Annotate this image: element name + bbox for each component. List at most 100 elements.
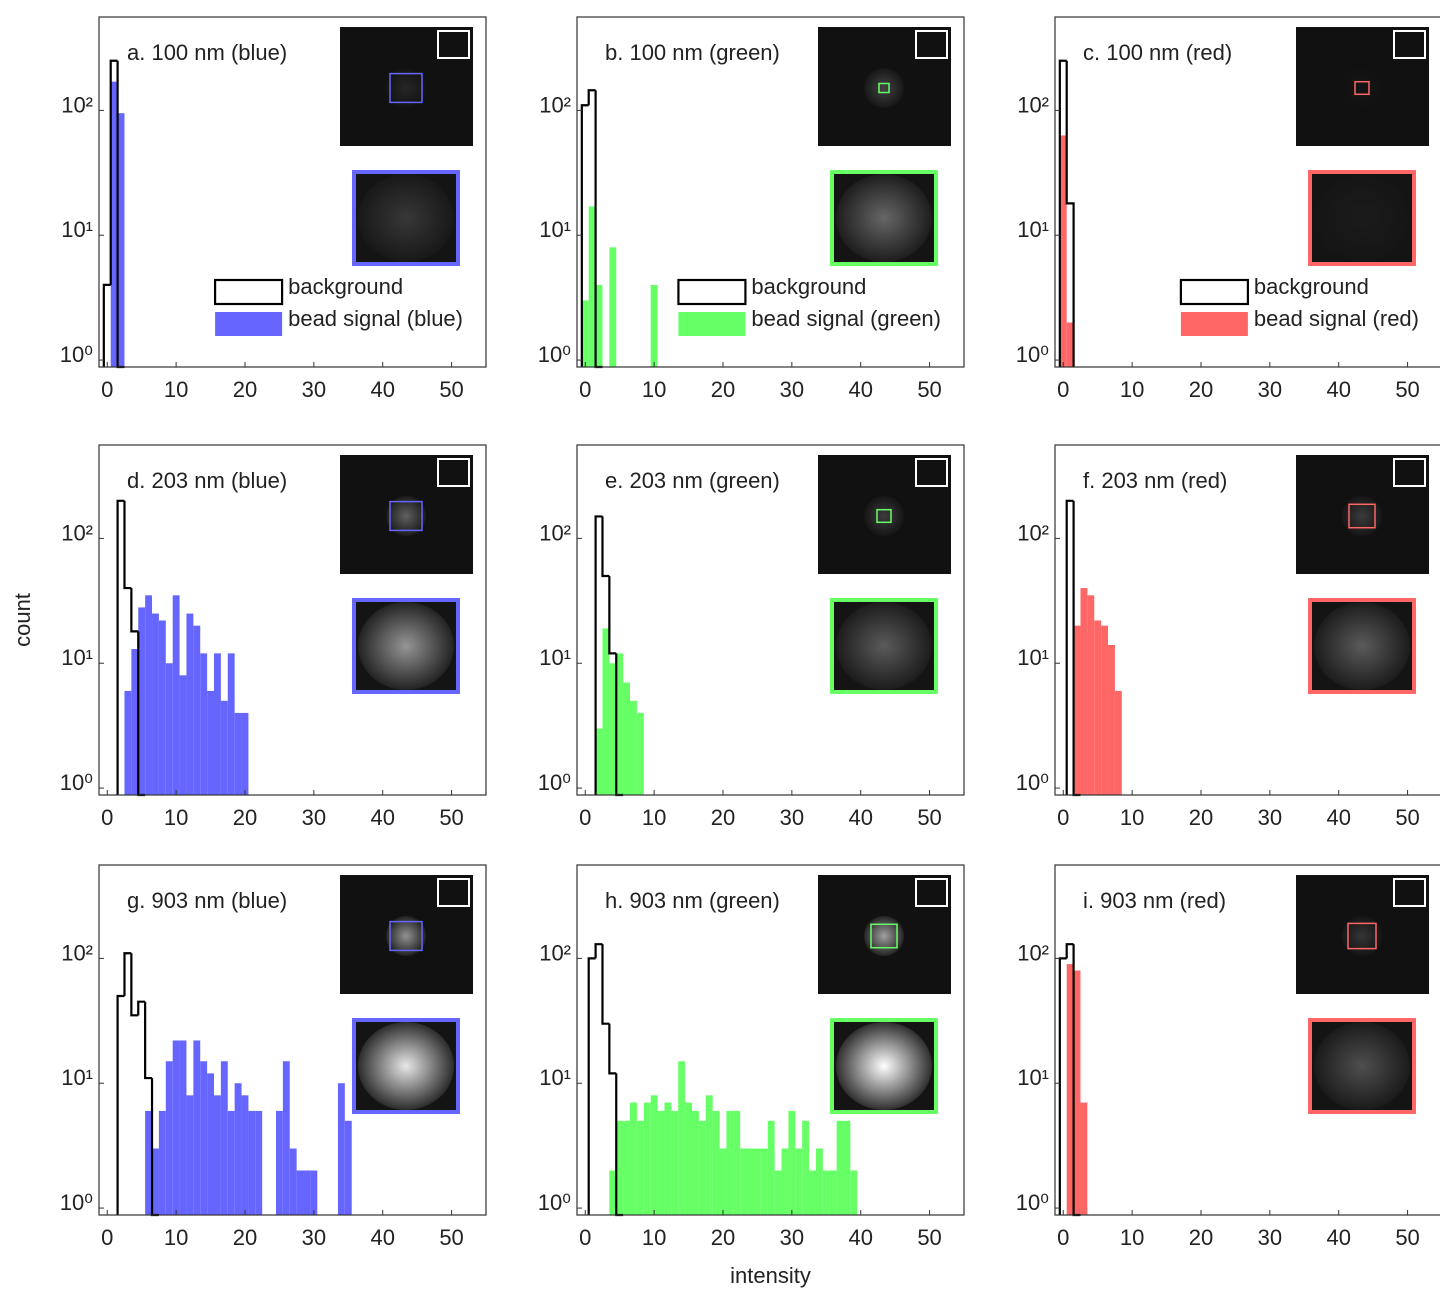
x-tick-label: 30 — [780, 1225, 804, 1250]
bar — [733, 1111, 740, 1215]
bar — [304, 1170, 311, 1215]
step-outline — [1067, 61, 1074, 367]
step-outline — [145, 1002, 152, 1078]
x-tick-label: 30 — [302, 1225, 326, 1250]
x-tick-label: 40 — [370, 805, 394, 830]
bar — [124, 691, 131, 795]
x-tick-label: 50 — [917, 377, 941, 402]
step-outline — [124, 501, 131, 588]
y-tick-label: 10² — [1017, 940, 1049, 965]
x-tick-label: 30 — [1258, 377, 1282, 402]
bar — [720, 1149, 727, 1215]
y-tick-label: 10² — [61, 940, 93, 965]
panel-title: i. 903 nm (red) — [1083, 888, 1226, 913]
bar — [1101, 626, 1108, 795]
x-tick-label: 50 — [439, 1225, 463, 1250]
x-tick-label: 40 — [848, 1225, 872, 1250]
bar — [283, 1061, 290, 1215]
x-tick-label: 50 — [1395, 1225, 1419, 1250]
bar — [1115, 691, 1122, 795]
bar — [186, 1095, 193, 1215]
x-tick-label: 0 — [579, 805, 591, 830]
x-tick-label: 10 — [642, 377, 666, 402]
bar — [180, 675, 187, 795]
bar — [850, 1170, 857, 1215]
bar — [823, 1170, 830, 1215]
x-tick-label: 20 — [1189, 377, 1213, 402]
bar — [609, 247, 616, 367]
bead-zoom — [1314, 174, 1410, 262]
y-tick-label: 10² — [1017, 520, 1049, 545]
bead-zoom — [1314, 1022, 1410, 1110]
bar — [1080, 588, 1087, 795]
step-outline — [609, 576, 616, 653]
bar — [290, 1149, 297, 1215]
y-tick-label: 10⁰ — [538, 1190, 571, 1215]
bar — [843, 1121, 850, 1215]
x-tick-label: 0 — [101, 377, 113, 402]
x-tick-label: 20 — [1189, 805, 1213, 830]
bar — [228, 653, 235, 795]
x-tick-label: 40 — [848, 805, 872, 830]
x-tick-label: 50 — [917, 805, 941, 830]
x-tick-label: 20 — [233, 377, 257, 402]
panel: 0102030405010⁰10¹10²b. 100 nm (green)bac… — [538, 17, 964, 402]
legend-label: bead signal (blue) — [288, 306, 463, 331]
y-tick-label: 10¹ — [539, 645, 571, 670]
step-outline — [118, 996, 125, 1215]
bead-glow — [864, 496, 904, 536]
panel-title: a. 100 nm (blue) — [127, 40, 287, 65]
bar — [671, 1111, 678, 1215]
y-tick-label: 10¹ — [61, 217, 93, 242]
x-tick-label: 50 — [1395, 805, 1419, 830]
bead-zoom — [836, 174, 932, 262]
x-tick-label: 10 — [642, 1225, 666, 1250]
y-tick-label: 10² — [61, 520, 93, 545]
x-tick-label: 10 — [1120, 805, 1144, 830]
x-tick-label: 10 — [164, 805, 188, 830]
y-tick-label: 10¹ — [539, 1065, 571, 1090]
bar — [1094, 620, 1101, 795]
legend-label: bead signal (red) — [1254, 306, 1419, 331]
y-tick-label: 10⁰ — [538, 770, 571, 795]
bar — [830, 1170, 837, 1215]
bar — [630, 1103, 637, 1215]
y-tick-label: 10⁰ — [60, 342, 93, 367]
bar — [242, 713, 249, 795]
x-tick-label: 30 — [302, 377, 326, 402]
step-outline — [609, 1024, 616, 1074]
x-tick-label: 20 — [233, 1225, 257, 1250]
panel: 0102030405010⁰10¹10²e. 203 nm (green) — [538, 445, 964, 830]
bar — [221, 701, 228, 795]
x-axis-label: intensity — [730, 1263, 811, 1288]
bar — [726, 1111, 733, 1215]
y-tick-label: 10⁰ — [60, 1190, 93, 1215]
bar — [207, 1073, 214, 1215]
bead-glow — [1342, 68, 1382, 108]
x-tick-label: 40 — [1326, 805, 1350, 830]
bar — [186, 614, 193, 795]
panel-title: h. 903 nm (green) — [605, 888, 780, 913]
y-tick-label: 10² — [61, 92, 93, 117]
y-tick-label: 10¹ — [61, 1065, 93, 1090]
bar — [159, 1111, 166, 1215]
x-tick-label: 0 — [1057, 805, 1069, 830]
bar — [706, 1095, 713, 1215]
bar — [623, 1121, 630, 1215]
bar — [159, 620, 166, 795]
bar — [809, 1170, 816, 1215]
legend-label: background — [751, 274, 866, 299]
y-tick-label: 10² — [1017, 92, 1049, 117]
bar — [658, 1111, 665, 1215]
step-outline — [589, 958, 596, 1215]
bar — [235, 1083, 242, 1215]
panel-title: b. 100 nm (green) — [605, 40, 780, 65]
bar — [795, 1149, 802, 1215]
bead-zoom — [358, 1022, 454, 1110]
x-tick-label: 40 — [848, 377, 872, 402]
legend-swatch — [215, 280, 282, 304]
x-tick-label: 50 — [1395, 377, 1419, 402]
panel-title: f. 203 nm (red) — [1083, 468, 1227, 493]
